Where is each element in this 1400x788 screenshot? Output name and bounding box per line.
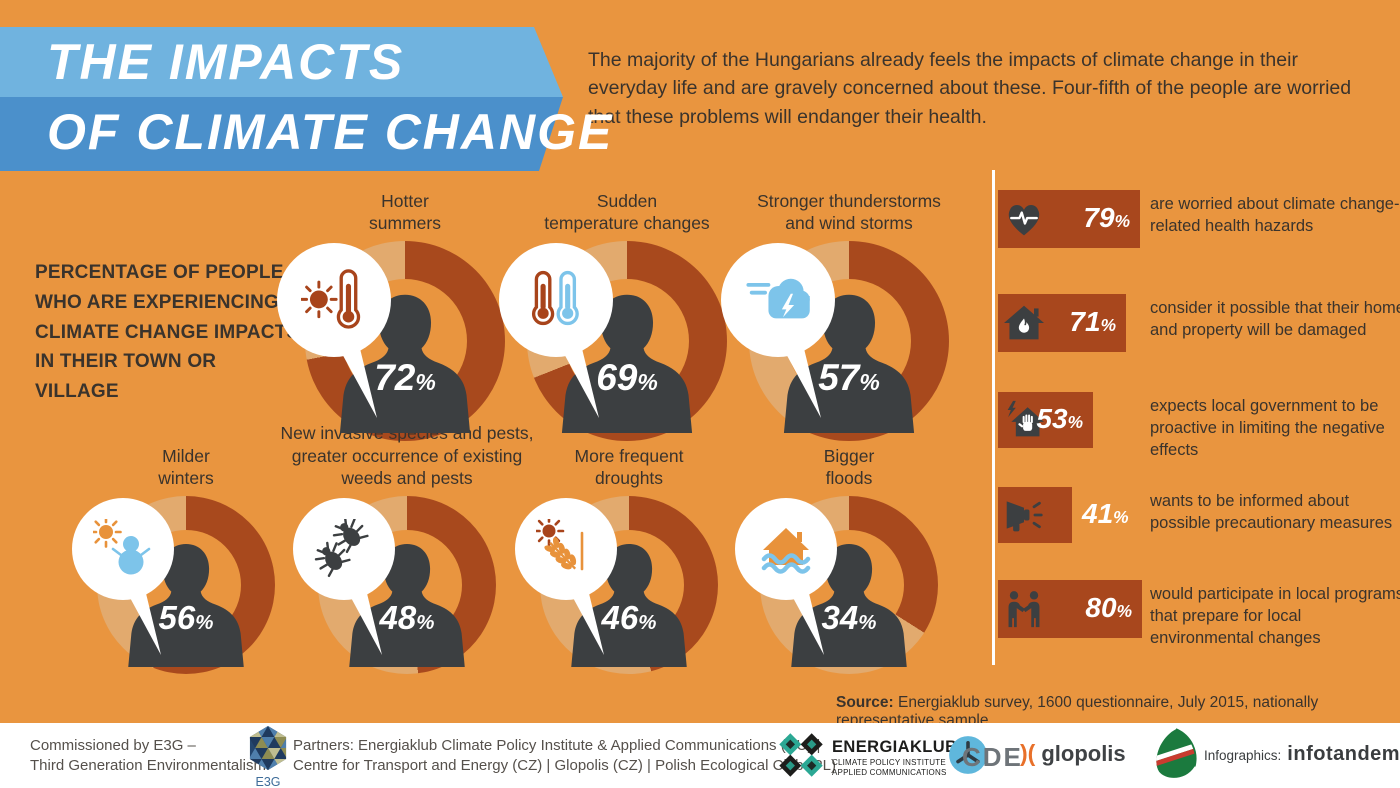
infographics-credit: Infographics: infotandem	[1204, 743, 1400, 766]
commissioned-text: Commissioned by E3G – Third Generation E…	[30, 737, 271, 775]
speech-bubble-sudden	[499, 243, 613, 357]
donut-value-sudden: 69%	[596, 357, 658, 398]
source-label: Source:	[836, 694, 894, 711]
e3g-logo: E3G	[246, 726, 290, 788]
infotandem-logo-label: infotandem	[1287, 743, 1400, 765]
storm-cloud-icon	[745, 267, 812, 334]
person-silhouette-icon	[556, 288, 698, 433]
title-banner-bottom	[0, 97, 563, 171]
energiaklub-logo-name: ENERGIAKLUB	[832, 737, 958, 756]
energiaklub-logo-sub2: APPLIED COMMUNICATIONS	[832, 768, 947, 778]
donut-label-milder: Milder winters	[158, 445, 214, 489]
page-title-line2: OF CLIMATE CHANGE	[47, 104, 614, 160]
partners-text: Partners: Energiaklub Climate Policy Ins…	[293, 737, 836, 775]
person-silhouette-icon	[778, 288, 920, 433]
title-banner-top	[0, 27, 563, 97]
donut-label-sudden: Sudden temperature changes	[544, 190, 710, 234]
stat-description: consider it possible that their home and…	[1150, 299, 1400, 339]
hot-cold-thermometers-icon	[523, 267, 590, 334]
person-silhouette-icon	[123, 538, 249, 667]
stat-value-53: 53%	[1036, 403, 1083, 434]
glopolis-symbol-icon: )(	[1020, 740, 1036, 766]
donut-label-more-frequent: More frequent droughts	[574, 445, 684, 489]
cde-logo-label: CDE	[962, 742, 1023, 772]
speech-bubble-hotter	[277, 243, 391, 357]
person-silhouette-icon	[786, 538, 912, 667]
cde-turbine-icon	[948, 735, 988, 780]
donut-value-hotter: 72%	[374, 357, 436, 398]
bugs-icon	[314, 517, 374, 579]
divider-line	[992, 170, 995, 665]
e3g-hexagon-icon	[248, 726, 288, 774]
protected-house-icon	[1004, 400, 1044, 440]
donut-value-milder: 56%	[158, 599, 214, 636]
stat-value-41: 41%	[1082, 498, 1129, 529]
speech-bubble-new-invasive-species-and-pests	[293, 498, 395, 600]
speech-bubble-stronger-thunderstorms	[721, 243, 835, 357]
donut-label-bigger: Bigger floods	[823, 445, 875, 489]
donut-label-stronger-thunderstorms: Stronger thunderstorms and wind storms	[757, 190, 941, 234]
stat-value-71: 71%	[1069, 306, 1116, 337]
intro-paragraph: The majority of the Hungarians already f…	[588, 49, 1352, 128]
stat-description: would participate in local programs that…	[1150, 585, 1400, 647]
footer-bar: Commissioned by E3G – Third Generation E…	[0, 723, 1400, 788]
cde-logo: CDE	[948, 735, 1023, 780]
donut-section-heading: PERCENTAGE OF PEOPLE WHO ARE EXPERIENCIN…	[35, 262, 300, 403]
speech-bubble-bigger	[735, 498, 837, 600]
stat-description: expects local government to be proactive…	[1150, 397, 1385, 459]
speech-bubble-milder	[72, 498, 174, 600]
megaphone-icon	[1004, 495, 1044, 535]
glopolis-logo: )( glopolis	[1020, 740, 1126, 767]
stat-value-80: 80%	[1085, 592, 1132, 623]
donut-value-new-invasive-species-and-pests: 48%	[379, 599, 435, 636]
sun-snowman-icon	[90, 516, 153, 579]
energiaklub-logo: ENERGIAKLUB CLIMATE POLICY INSTITUTE APP…	[778, 732, 957, 783]
handshake-icon	[1004, 589, 1044, 629]
sun-wheat-icon	[533, 515, 596, 579]
person-silhouette-icon	[334, 288, 476, 433]
stat-value-79: 79%	[1083, 202, 1130, 233]
e3g-logo-label: E3G	[255, 775, 281, 788]
person-silhouette-icon	[566, 538, 692, 667]
page-title-line1: THE IMPACTS	[47, 34, 405, 90]
sun-thermometer-icon	[299, 267, 368, 334]
leaf-icon	[1152, 728, 1200, 786]
energiaklub-diamonds-icon	[778, 732, 824, 783]
energiaklub-logo-sub1: CLIMATE POLICY INSTITUTE	[832, 757, 946, 767]
polish-ecological-club-logo	[1152, 726, 1200, 787]
heartbeat-icon	[1004, 199, 1044, 239]
stat-description: are worried about climate change-related…	[1150, 195, 1400, 235]
donut-value-more-frequent: 46%	[601, 599, 657, 636]
person-silhouette-icon	[344, 538, 470, 667]
glopolis-logo-label: glopolis	[1041, 741, 1126, 766]
burning-house-icon	[1004, 303, 1044, 343]
stat-description: wants to be informed about possible prec…	[1150, 492, 1393, 532]
donut-label-hotter: Hotter summers	[369, 190, 441, 234]
flooded-house-icon	[756, 519, 816, 579]
speech-bubble-more-frequent	[515, 498, 617, 600]
infographics-label: Infographics:	[1204, 748, 1282, 763]
donut-value-bigger: 34%	[821, 599, 877, 636]
donut-value-stronger-thunderstorms: 57%	[818, 357, 880, 398]
